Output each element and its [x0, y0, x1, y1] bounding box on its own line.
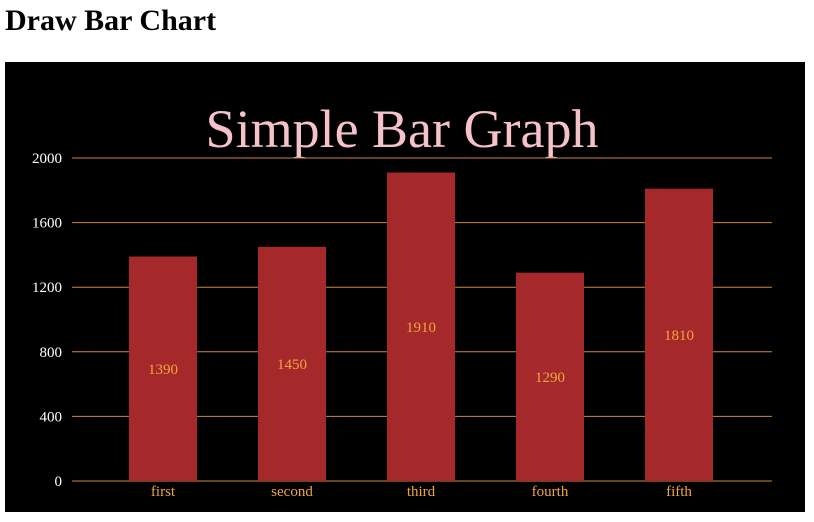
page-heading: Draw Bar Chart [5, 4, 217, 37]
y-tick-label: 1600 [32, 216, 62, 232]
value-label: 1390 [148, 362, 178, 378]
value-label: 1910 [406, 320, 436, 336]
bar-second [258, 246, 326, 481]
x-tick-label: fifth [666, 484, 692, 500]
value-label: 1450 [277, 357, 307, 373]
bar-third [387, 172, 455, 481]
value-label: 1810 [664, 328, 694, 344]
y-tick-label: 2000 [32, 151, 62, 167]
x-axis-ticks: first second third fourth fifth [151, 484, 692, 500]
chart-title: Simple Bar Graph [206, 99, 599, 159]
value-label: 1290 [535, 370, 565, 386]
bar-fifth [645, 188, 713, 481]
x-tick-label: third [407, 484, 436, 500]
bar-chart-canvas: Simple Bar Graph 0 400 800 1200 1600 2000 139… [5, 62, 805, 512]
y-tick-label: 0 [55, 474, 63, 490]
x-tick-label: first [151, 484, 176, 500]
bar-chart: Simple Bar Graph 0 400 800 1200 1600 2000 139… [32, 99, 772, 500]
y-tick-label: 1200 [32, 280, 62, 296]
y-tick-label: 400 [40, 409, 63, 425]
value-labels: 1390 1450 1910 1290 1810 [148, 320, 694, 386]
bar-first [129, 256, 197, 481]
x-tick-label: second [271, 484, 313, 500]
bars [129, 172, 713, 481]
y-tick-label: 800 [40, 345, 63, 361]
bar-fourth [516, 272, 584, 481]
x-tick-label: fourth [532, 484, 569, 500]
y-axis-ticks: 0 400 800 1200 1600 2000 [32, 151, 62, 490]
